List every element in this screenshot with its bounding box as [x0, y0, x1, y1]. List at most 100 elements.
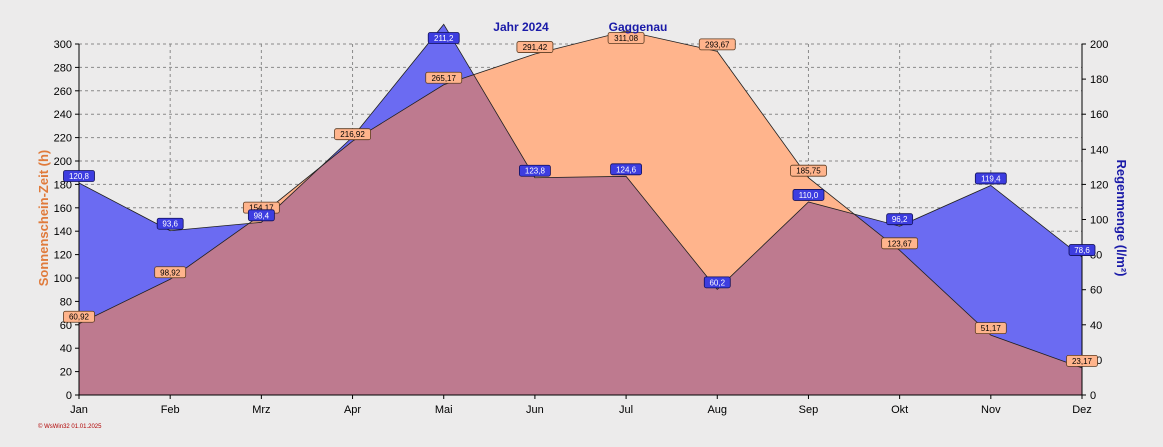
sun-data-label-text: 185,75: [796, 167, 821, 176]
rain-data-label-box: [519, 164, 551, 177]
rain-data-label-box: [1068, 244, 1096, 256]
right-tick-label: 40: [1090, 320, 1102, 332]
rain-data-label-box: [610, 163, 642, 176]
sun-data-label-text: 265,17: [431, 74, 456, 83]
sun-data-label-text: 23,17: [1072, 357, 1093, 366]
sun-data-label: 185,75: [790, 164, 827, 177]
left-tick-label: 40: [60, 343, 72, 355]
sun-data-label-box: [516, 41, 554, 53]
x-tick-label: Dez: [1072, 404, 1092, 416]
sun-data-label-text: 311,08: [614, 34, 638, 43]
rain-data-label-text: 60,2: [709, 278, 725, 287]
left-tick-label: 240: [54, 109, 72, 121]
sun-data-label: 123,67: [881, 237, 919, 250]
rain-data-label: 110,0: [792, 189, 825, 201]
axes: 0 20 40 60 80 100 120 140 160 180 200 220 240 260 280 3…: [54, 39, 1109, 416]
rain-data-label-box: [156, 217, 184, 230]
left-tick-label: 140: [54, 226, 72, 238]
rain-data-label-box: [703, 276, 731, 289]
rain-data-label: 98,4: [247, 209, 275, 222]
sun-data-label: 265,17: [425, 71, 463, 84]
sun-data-label-box: [1066, 354, 1098, 367]
left-tick-label: 120: [54, 250, 72, 262]
sun-data-label: 311,08: [607, 32, 645, 44]
sun-data-label-box: [425, 71, 463, 84]
left-tick-label: 20: [60, 367, 72, 379]
sun-data-label: 23,17: [1066, 354, 1098, 367]
rain-data-label: 120,8: [63, 170, 95, 182]
left-tick-label: 100: [54, 273, 72, 285]
x-tick-label: Aug: [707, 404, 727, 416]
x-tick-label: Jan: [70, 404, 88, 416]
sun-data-label: 293,67: [698, 38, 736, 51]
right-tick-label: 140: [1090, 144, 1108, 156]
x-tick-label: Mai: [435, 404, 453, 416]
sun-data-label-box: [607, 32, 645, 44]
left-tick-label: 280: [54, 62, 72, 74]
x-tick-label: Nov: [981, 404, 1001, 416]
data-labels: 60,92 98,92 154,17 216,92 265,17 291,42 311,08…: [63, 32, 1098, 367]
right-tick-label: 60: [1090, 285, 1102, 297]
rain-data-label-text: 124,6: [616, 165, 637, 174]
rain-data-label-box: [974, 172, 1007, 185]
left-tick-label: 60: [60, 320, 72, 332]
sun-data-label-box: [334, 128, 371, 141]
series-areas: [78, 23, 1083, 396]
sun-data-label-box: [63, 310, 95, 323]
rain-data-label: 96,2: [886, 213, 914, 226]
rain-data-label-text: 93,6: [162, 220, 178, 229]
right-tick-label: 0: [1090, 390, 1096, 402]
x-tick-label: Mrz: [252, 404, 270, 416]
sun-data-label-box: [790, 164, 827, 177]
right-axis-title: Regenmenge (l/m²): [1114, 159, 1129, 276]
sun-data-label: 60,92: [63, 310, 95, 323]
sun-data-label-text: 51,17: [981, 324, 1002, 333]
rain-data-label: 123,8: [519, 164, 551, 177]
rain-data-label-box: [247, 209, 275, 222]
sun-data-label-box: [974, 322, 1007, 335]
rain-data-label-box: [792, 189, 825, 201]
chart-location: Gaggenau: [609, 20, 668, 34]
rain-data-label-box: [63, 170, 95, 182]
right-tick-label: 160: [1090, 109, 1108, 121]
rain-data-label: 119,4: [974, 172, 1007, 185]
sun-data-label-text: 98,92: [160, 268, 181, 277]
series-line-left: [78, 30, 1083, 369]
sun-data-label-box: [698, 38, 736, 51]
sun-data-label-text: 291,42: [523, 43, 548, 52]
rain-data-label-text: 96,2: [892, 215, 908, 224]
sun-data-label-box: [881, 237, 919, 250]
left-tick-label: 260: [54, 86, 72, 98]
sun-data-label: 51,17: [974, 322, 1007, 335]
chart-title: Jahr 2024: [493, 20, 549, 34]
rain-data-label: 60,2: [703, 276, 731, 289]
x-tick-label: Jul: [619, 404, 633, 416]
x-tick-label: Okt: [891, 404, 908, 416]
left-tick-label: 180: [54, 179, 72, 191]
series-overlap: [79, 31, 1082, 395]
left-tick-label: 200: [54, 156, 72, 168]
left-axis-title: Sonnenschein-Zeit (h): [36, 150, 51, 287]
right-tick-label: 200: [1090, 39, 1108, 51]
series-line-right: [78, 23, 1083, 290]
x-tick-label: Jun: [526, 404, 544, 416]
sun-data-label-text: 154,17: [249, 204, 274, 213]
sun-data-label: 216,92: [334, 128, 371, 141]
left-tick-label: 300: [54, 39, 72, 51]
x-tick-label: Feb: [161, 404, 180, 416]
rain-data-label: 124,6: [610, 163, 642, 176]
rain-data-label-text: 110,0: [799, 191, 819, 200]
sun-data-label-text: 293,67: [705, 40, 730, 49]
rain-data-label-text: 211,2: [434, 34, 454, 43]
x-tick-label: Apr: [344, 404, 361, 416]
sun-data-label-text: 60,92: [69, 313, 90, 322]
sun-data-label-text: 216,92: [340, 130, 365, 139]
x-tick-label: Sep: [799, 404, 819, 416]
left-tick-label: 80: [60, 296, 72, 308]
sun-data-label-text: 123,67: [887, 239, 912, 248]
right-tick-label: 180: [1090, 74, 1108, 86]
rain-data-label: 93,6: [156, 217, 184, 230]
rain-data-label-box: [886, 213, 914, 226]
rain-data-label-box: [427, 32, 460, 44]
